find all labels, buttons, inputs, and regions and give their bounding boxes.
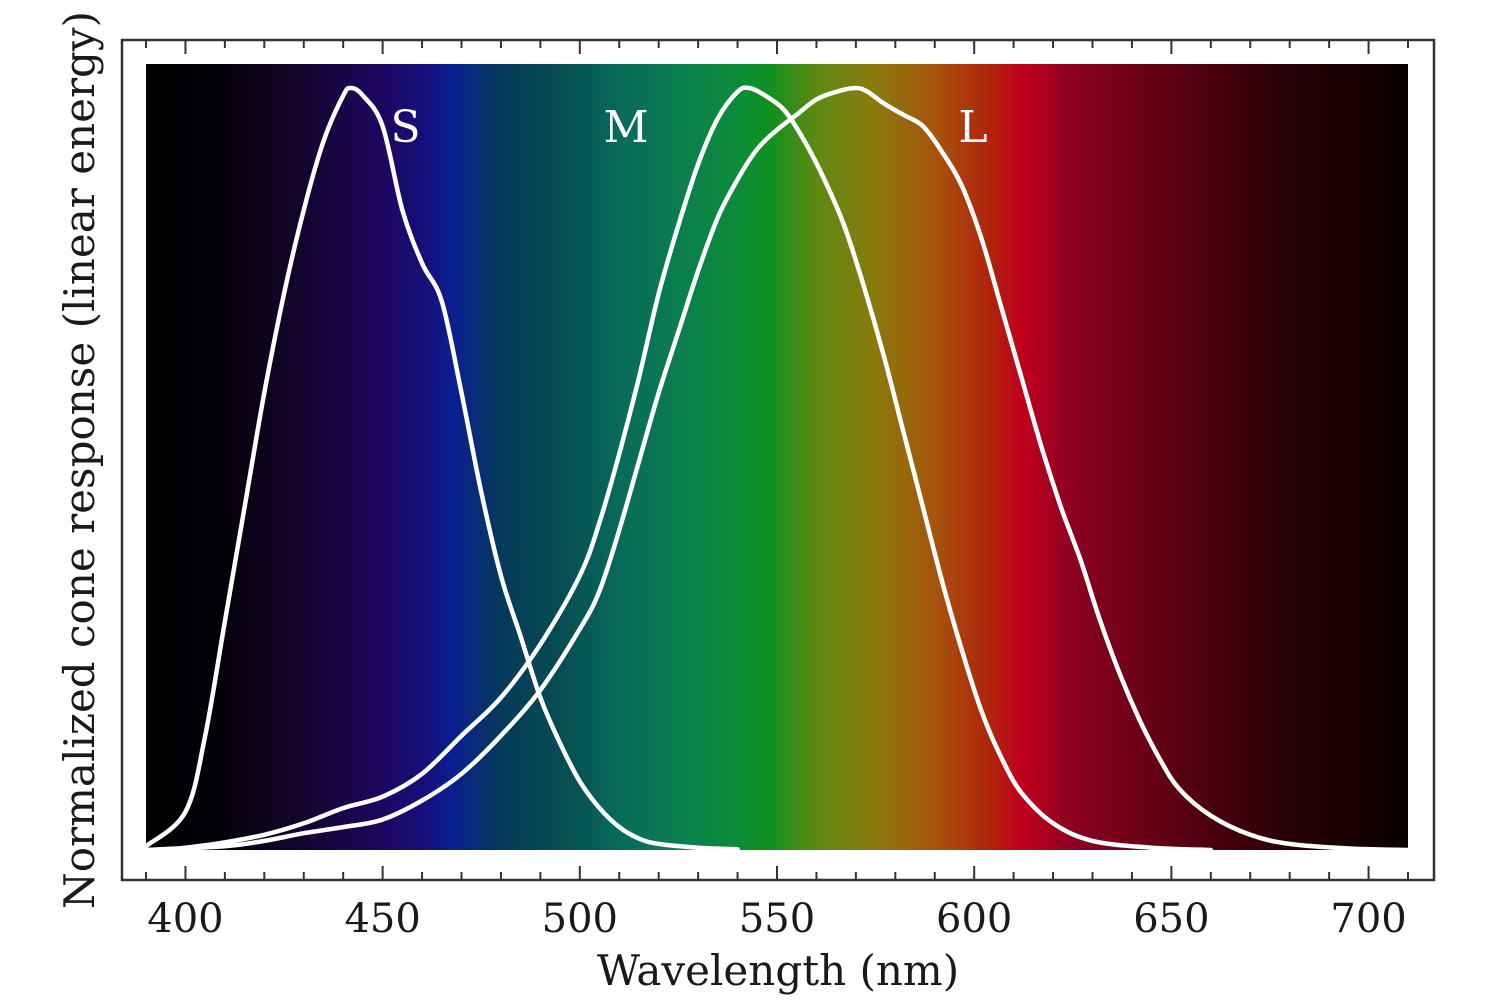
- x-tick-label: 400: [147, 896, 223, 942]
- x-axis-title: Wavelength (nm): [597, 946, 959, 995]
- curve-label-s: S: [391, 102, 421, 153]
- y-axis-title: Normalized cone response (linear energy): [55, 11, 104, 909]
- curve-m: [143, 85, 1214, 853]
- x-axis-ticks: [145, 40, 1409, 880]
- cone-curves: [143, 85, 1411, 853]
- curve-label-l: L: [958, 102, 987, 153]
- x-tick-label: 600: [936, 896, 1012, 942]
- x-tick-label: 700: [1330, 896, 1406, 942]
- x-tick-label: 650: [1133, 896, 1209, 942]
- curve-l: [143, 85, 1411, 853]
- x-tick-label: 450: [344, 896, 420, 942]
- spectrum-background: [146, 64, 1408, 850]
- curve-s: [143, 85, 740, 852]
- x-tick-label: 500: [542, 896, 618, 942]
- x-tick-labels: 400 450 500 550 600 650 700: [147, 896, 1406, 942]
- x-tick-label: 550: [739, 896, 815, 942]
- curve-label-m: M: [603, 102, 648, 153]
